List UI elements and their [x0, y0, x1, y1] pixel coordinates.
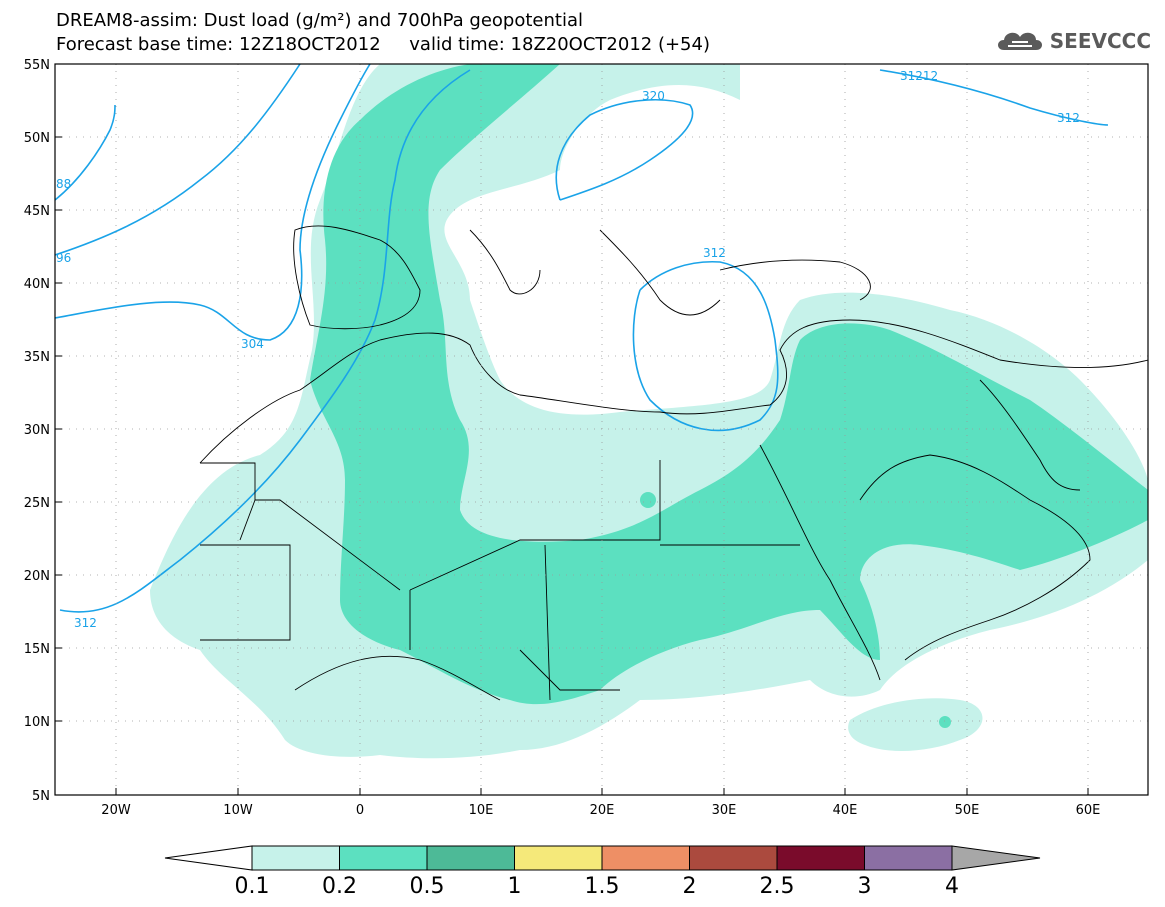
- colorbar-label: 2.5: [760, 874, 795, 899]
- contour-label: 31212: [900, 69, 938, 83]
- colorbar: 0.1 0.2 0.5 1 1.5 2 2.5 3 4: [164, 845, 1041, 899]
- geopotential-contours: [55, 64, 1109, 613]
- colorbar-label: 0.1: [235, 874, 270, 899]
- contour-label: 312: [703, 246, 726, 260]
- lon-label: 10E: [469, 803, 494, 818]
- contour-label: 96: [56, 251, 71, 265]
- longitude-labels: 20W 10W 0 10E 20E 30E 40E 50E 60E: [101, 803, 1100, 818]
- colorbar-segment: [864, 845, 953, 871]
- lat-label: 45N: [24, 204, 50, 219]
- lat-label: 25N: [24, 496, 50, 511]
- lat-label: 50N: [24, 131, 50, 146]
- colorbar-segment: [601, 845, 690, 871]
- dust-layer-medium: [310, 64, 1148, 728]
- contour-labels: 312 312 31212 320 312 304 96 88: [56, 69, 1080, 630]
- contour-label: 88: [56, 177, 71, 191]
- colorbar-label: 2: [683, 874, 697, 899]
- colorbar-segment: [689, 845, 778, 871]
- lat-label: 40N: [24, 277, 50, 292]
- logo-text: SEEVCCC: [1049, 29, 1151, 53]
- lon-label: 50E: [955, 803, 980, 818]
- lat-label: 30N: [24, 423, 50, 438]
- axis-ticks: [55, 136, 1089, 795]
- contour-label: 312: [1057, 111, 1080, 125]
- colorbar-label: 0.2: [322, 874, 357, 899]
- colorbar-segment: [426, 845, 515, 871]
- cloud-icon: [997, 32, 1042, 50]
- lat-label: 55N: [24, 58, 50, 73]
- colorbar-label: 1.5: [585, 874, 620, 899]
- colorbar-label: 4: [945, 874, 959, 899]
- colorbar-label: 3: [858, 874, 872, 899]
- lat-label: 10N: [24, 715, 50, 730]
- lon-label: 40E: [833, 803, 858, 818]
- forecast-times: Forecast base time: 12Z18OCT2012 valid t…: [56, 34, 710, 55]
- graticule: [55, 64, 1148, 795]
- colorbar-label: 1: [508, 874, 522, 899]
- contour-label: 312: [74, 616, 97, 630]
- lon-label: 0: [356, 803, 364, 818]
- lon-label: 20W: [101, 803, 131, 818]
- map-title: DREAM8-assim: Dust load (g/m²) and 700hP…: [56, 10, 583, 31]
- lon-label: 60E: [1076, 803, 1101, 818]
- lat-label: 35N: [24, 350, 50, 365]
- lat-label: 5N: [32, 789, 50, 804]
- latitude-labels: 55N 50N 45N 40N 35N 30N 25N 20N 15N 10N …: [24, 58, 50, 804]
- colorbar-over-arrow: [951, 845, 1041, 871]
- colorbar-under-arrow: [164, 845, 253, 871]
- lat-label: 20N: [24, 569, 50, 584]
- lon-label: 20E: [590, 803, 615, 818]
- colorbar-segment: [251, 845, 340, 871]
- colorbar-segment: [514, 845, 603, 871]
- contour-label: 304: [241, 337, 264, 351]
- colorbar-label: 0.5: [410, 874, 445, 899]
- coastlines-borders: [199, 225, 1148, 701]
- lon-label: 30E: [712, 803, 737, 818]
- colorbar-segment: [339, 845, 428, 871]
- lat-label: 15N: [24, 642, 50, 657]
- lon-label: 10W: [223, 803, 253, 818]
- colorbar-segment: [776, 845, 865, 871]
- contour-label: 320: [642, 89, 665, 103]
- seevccc-logo: SEEVCCC: [994, 26, 1151, 56]
